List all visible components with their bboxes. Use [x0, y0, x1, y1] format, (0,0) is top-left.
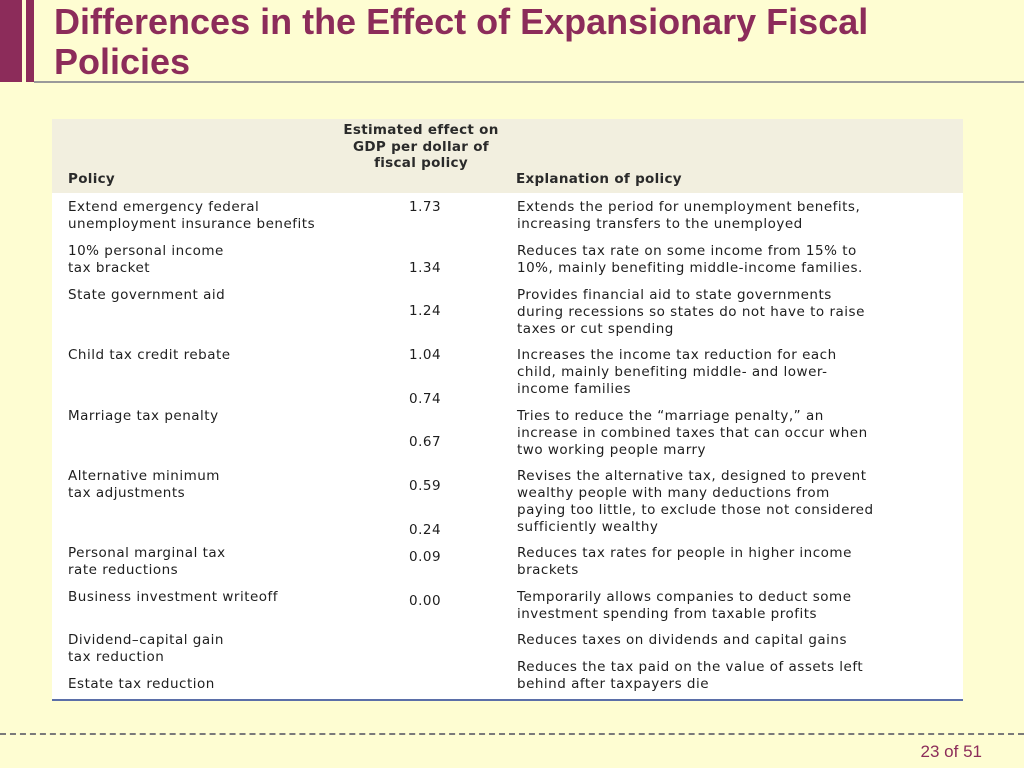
effect-cell: 0.67: [409, 434, 442, 450]
policy-cell: Alternative minimum tax adjustments: [68, 468, 220, 501]
explanation-cell: Temporarily allows companies to deduct s…: [517, 589, 852, 622]
policy-cell: Extend emergency federal unemployment in…: [68, 199, 316, 232]
explanation-cell: Extends the period for unemployment bene…: [517, 199, 861, 232]
effect-cell: 0.24: [409, 522, 442, 538]
effect-cell: 0.74: [409, 391, 442, 407]
explanation-cell: Reduces the tax paid on the value of ass…: [517, 659, 864, 692]
policy-cell: 10% personal income tax bracket: [68, 243, 224, 276]
policy-cell: Business investment writeoff: [68, 589, 279, 605]
accent-bar-thin: [26, 0, 34, 82]
table-header: Policy Estimated effect on GDP per dolla…: [52, 119, 963, 193]
policy-cell: Child tax credit rebate: [68, 347, 231, 363]
header-policy: Policy: [68, 171, 116, 187]
explanation-cell: Increases the income tax reduction for e…: [517, 347, 837, 397]
slide-title: Differences in the Effect of Expansionar…: [54, 1, 869, 82]
explanation-cell: Provides financial aid to state governme…: [517, 287, 865, 337]
policy-cell: Estate tax reduction: [68, 676, 215, 692]
effect-cell: 0.59: [409, 478, 442, 494]
page-number: 23 of 51: [920, 742, 982, 761]
explanation-cell: Reduces taxes on dividends and capital g…: [517, 632, 848, 648]
header-effect: Estimated effect on GDP per dollar of fi…: [343, 122, 499, 171]
effect-cell: 1.24: [409, 303, 442, 319]
policy-cell: Marriage tax penalty: [68, 408, 219, 424]
effect-cell: 0.09: [409, 549, 442, 565]
policy-cell: State government aid: [68, 287, 226, 303]
effect-cell: 1.73: [409, 199, 442, 215]
explanation-cell: Reduces tax rate on some income from 15%…: [517, 243, 863, 276]
explanation-cell: Revises the alternative tax, designed to…: [517, 468, 874, 535]
explanation-cell: Tries to reduce the “marriage penalty,” …: [517, 408, 868, 458]
policy-cell: Dividend–capital gain tax reduction: [68, 632, 224, 665]
title-underline: [34, 81, 1024, 83]
footer-divider: [0, 733, 1024, 735]
explanation-cell: Reduces tax rates for people in higher i…: [517, 545, 852, 578]
effect-cell: 0.00: [409, 593, 442, 609]
accent-bar: [0, 0, 22, 82]
header-explanation: Explanation of policy: [516, 171, 682, 187]
effect-cell: 1.04: [409, 347, 442, 363]
effect-cell: 1.34: [409, 260, 442, 276]
fiscal-policy-table: Policy Estimated effect on GDP per dolla…: [52, 119, 963, 701]
policy-cell: Personal marginal tax rate reductions: [68, 545, 226, 578]
